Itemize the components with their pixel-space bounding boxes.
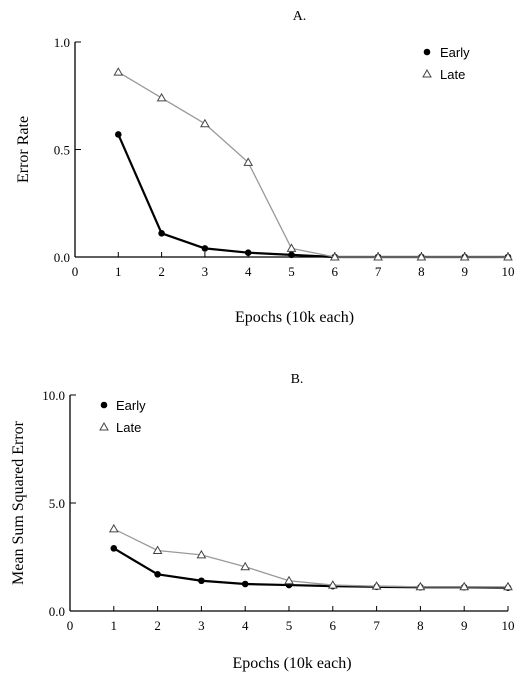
x-tick-label: 9 — [461, 264, 468, 279]
x-tick-label: 1 — [115, 264, 122, 279]
x-tick-label: 8 — [418, 264, 425, 279]
x-axis-label: Epochs (10k each) — [232, 655, 351, 672]
data-point-late — [284, 575, 294, 585]
series-line-late — [113, 528, 508, 588]
data-point-late — [327, 580, 338, 589]
legend-marker-early — [100, 401, 108, 409]
series-line-early — [113, 547, 509, 589]
data-point-early — [154, 570, 161, 578]
data-point-late — [459, 581, 470, 591]
x-tick-label: 7 — [373, 618, 380, 633]
x-tick-label: 0 — [72, 264, 79, 279]
data-point-late — [156, 92, 167, 102]
data-point-late — [108, 523, 119, 533]
legend-label-early: Early — [116, 398, 146, 413]
legend-label-late: Late — [116, 420, 141, 435]
data-point-late — [240, 561, 251, 571]
x-tick-label: 4 — [245, 264, 252, 279]
legend-marker-late — [99, 421, 109, 431]
legend-marker-early — [423, 48, 431, 56]
data-point-early — [201, 245, 209, 252]
data-point-late — [503, 251, 513, 261]
legend-label-late: Late — [440, 67, 465, 82]
data-point-late — [371, 581, 382, 590]
y-tick-label: 1.0 — [54, 35, 70, 50]
data-point-late — [415, 581, 426, 591]
y-tick-label: 0.5 — [54, 143, 70, 158]
y-axis-label: Mean Sum Squared Error — [10, 420, 27, 585]
y-tick-label: 10.0 — [42, 388, 65, 403]
x-tick-label: 4 — [242, 618, 249, 633]
x-tick-label: 10 — [502, 618, 515, 633]
legend-label-early: Early — [440, 45, 470, 60]
data-point-late — [200, 118, 210, 128]
x-tick-label: 3 — [202, 264, 209, 279]
y-tick-label: 0.0 — [54, 250, 70, 265]
x-tick-label: 9 — [461, 618, 468, 633]
x-tick-label: 3 — [198, 618, 205, 633]
series-line-late — [117, 71, 508, 258]
data-point-late — [113, 67, 124, 76]
x-tick-label: 7 — [375, 264, 382, 279]
x-tick-label: 5 — [288, 264, 295, 279]
x-tick-label: 0 — [67, 618, 74, 633]
data-point-late — [329, 251, 340, 261]
data-point-early — [244, 249, 252, 256]
x-tick-label: 2 — [154, 618, 161, 633]
y-axis-label: Error Rate — [15, 116, 32, 183]
data-point-late — [196, 549, 207, 559]
chart-title: B. — [291, 372, 304, 387]
data-point-late — [416, 251, 427, 261]
chart-title: A. — [293, 9, 307, 24]
data-point-late — [152, 545, 163, 555]
panel-a: A. 0 1 2 3 4 5 6 7 8 9 10 0.0 0.5 1.0 Epochs (10k each)… — [15, 9, 515, 326]
data-point-early — [115, 131, 122, 138]
x-tick-label: 8 — [417, 618, 424, 633]
x-tick-label: 6 — [330, 618, 337, 633]
x-tick-label: 2 — [158, 264, 165, 279]
data-point-early — [288, 251, 295, 259]
data-point-early — [241, 580, 249, 588]
data-point-early — [198, 577, 205, 585]
data-point-late — [243, 157, 254, 166]
panel-b: B. 0 1 2 3 4 5 6 7 8 9 10 0.0 5.0 10.0 Epochs (10k each… — [10, 372, 515, 672]
x-tick-label: 10 — [502, 264, 515, 279]
data-point-early — [110, 545, 118, 552]
x-tick-label: 6 — [332, 264, 339, 279]
y-tick-label: 0.0 — [49, 604, 65, 619]
data-point-late — [503, 581, 513, 591]
x-tick-label: 5 — [286, 618, 293, 633]
legend-marker-late — [422, 68, 432, 78]
x-tick-label: 1 — [111, 618, 118, 633]
data-point-early — [158, 230, 165, 237]
series-line-early — [117, 134, 508, 259]
data-point-late — [373, 251, 383, 261]
data-point-late — [286, 243, 297, 252]
y-tick-label: 5.0 — [49, 496, 65, 511]
data-point-late — [459, 251, 470, 261]
x-axis-label: Epochs (10k each) — [235, 309, 354, 326]
